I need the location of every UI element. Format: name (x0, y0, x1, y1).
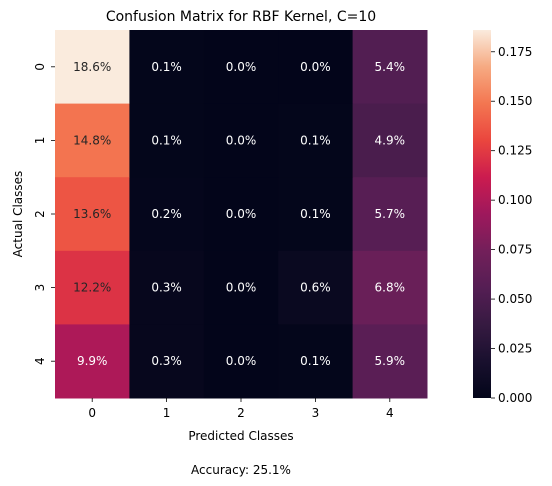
heatmap-cell (278, 324, 354, 399)
cell-value-label: 14.8% (73, 133, 111, 147)
heatmap-cell (203, 324, 279, 399)
cell-value-label: 9.9% (77, 354, 108, 368)
heatmap-cell (278, 250, 354, 325)
x-tick-label: 1 (163, 406, 171, 420)
cell-value-label: 5.4% (375, 60, 406, 74)
colorbar-tick-label: 0.025 (498, 342, 532, 356)
cell-value-label: 0.3% (151, 281, 182, 295)
x-axis-ticks: 0 1 2 3 4 (88, 398, 394, 420)
chart-title: Confusion Matrix for RBF Kernel, C=10 (106, 9, 376, 25)
heatmap-cell (55, 30, 130, 105)
cell-value-label: 0.0% (300, 60, 331, 74)
y-tick-label: 3 (33, 284, 47, 292)
heatmap-cell (203, 103, 279, 178)
heatmap-cell (352, 177, 428, 252)
heatmap-cell (278, 103, 354, 178)
heatmap-cells: 18.6% 0.1% 0.0% 0.0% 5.4% 14.8% 0.1% 0.0% 0.1% 4.… (55, 30, 428, 399)
cell-value-label: 0.0% (226, 207, 257, 221)
cell-value-label: 0.0% (226, 133, 257, 147)
heatmap-cell (55, 103, 130, 178)
cell-value-label: 5.7% (375, 207, 406, 221)
colorbar-tick-label: 0.100 (498, 193, 532, 207)
heatmap-cell (129, 30, 205, 105)
heatmap-cell (203, 30, 279, 105)
heatmap-cell (278, 30, 354, 105)
heatmap-cell (129, 103, 205, 178)
heatmap-cell (203, 177, 279, 252)
colorbar-tick-label: 0.050 (498, 292, 532, 306)
colorbar-tick-label: 0.150 (498, 94, 532, 108)
heatmap-cell (352, 103, 428, 178)
colorbar-tick-label: 0.000 (498, 391, 532, 405)
x-tick-label: 3 (312, 406, 320, 420)
heatmap-cell (129, 177, 205, 252)
heatmap-cell (129, 250, 205, 325)
colorbar-ticks: 0.000 0.025 0.050 0.075 0.100 0.125 0.150 0.175 (491, 45, 532, 405)
cell-value-label: 13.6% (73, 207, 111, 221)
y-tick-label: 1 (33, 137, 47, 145)
y-axis-label: Actual Classes (11, 171, 25, 258)
cell-value-label: 5.9% (375, 354, 406, 368)
heatmap-cell (352, 324, 428, 399)
heatmap-cell (129, 324, 205, 399)
colorbar-tick-label: 0.075 (498, 243, 532, 257)
y-tick-label: 2 (33, 210, 47, 218)
cell-value-label: 0.1% (300, 133, 331, 147)
cell-value-label: 12.2% (73, 281, 111, 295)
cell-value-label: 6.8% (375, 281, 406, 295)
heatmap-cell (278, 177, 354, 252)
heatmap-cell (203, 250, 279, 325)
colorbar-tick-label: 0.175 (498, 45, 532, 59)
x-tick-label: 2 (237, 406, 245, 420)
heatmap-cell (352, 250, 428, 325)
heatmap-cell (55, 250, 130, 325)
colorbar-tick-label: 0.125 (498, 144, 532, 158)
x-tick-label: 0 (88, 406, 96, 420)
heatmap-cell (55, 177, 130, 252)
x-axis-label: Predicted Classes (188, 429, 293, 443)
cell-value-label: 0.1% (151, 60, 182, 74)
cell-value-label: 18.6% (73, 60, 111, 74)
cell-value-label: 0.3% (151, 354, 182, 368)
cell-value-label: 4.9% (375, 133, 406, 147)
accuracy-footnote: Accuracy: 25.1% (191, 463, 291, 477)
x-tick-label: 4 (386, 406, 394, 420)
cell-value-label: 0.1% (151, 133, 182, 147)
cell-value-label: 0.0% (226, 354, 257, 368)
y-tick-label: 4 (33, 357, 47, 365)
cell-value-label: 0.1% (300, 207, 331, 221)
y-axis-ticks: 0 1 2 3 4 (33, 63, 55, 365)
colorbar (473, 30, 491, 398)
cell-value-label: 0.0% (226, 281, 257, 295)
cell-value-label: 0.0% (226, 60, 257, 74)
heatmap-cell (352, 30, 428, 105)
heatmap-cell (55, 324, 130, 399)
cell-value-label: 0.1% (300, 354, 331, 368)
cell-value-label: 0.6% (300, 281, 331, 295)
cell-value-label: 0.2% (151, 207, 182, 221)
y-tick-label: 0 (33, 63, 47, 71)
